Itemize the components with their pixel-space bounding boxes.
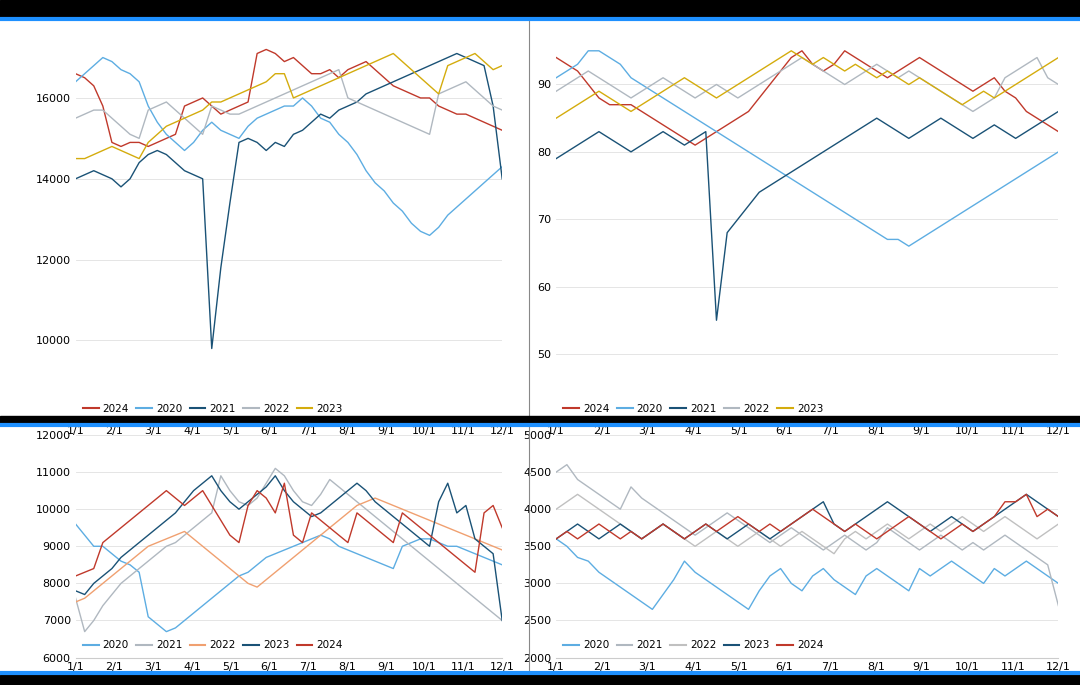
Legend: 2024, 2020, 2021, 2022, 2023: 2024, 2020, 2021, 2022, 2023	[562, 402, 825, 416]
Legend: 2020, 2021, 2022, 2023, 2024: 2020, 2021, 2022, 2023, 2024	[81, 638, 345, 652]
Legend: 2020, 2021, 2022, 2023, 2024: 2020, 2021, 2022, 2023, 2024	[562, 638, 825, 652]
Legend: 2024, 2020, 2021, 2022, 2023: 2024, 2020, 2021, 2022, 2023	[81, 402, 345, 416]
